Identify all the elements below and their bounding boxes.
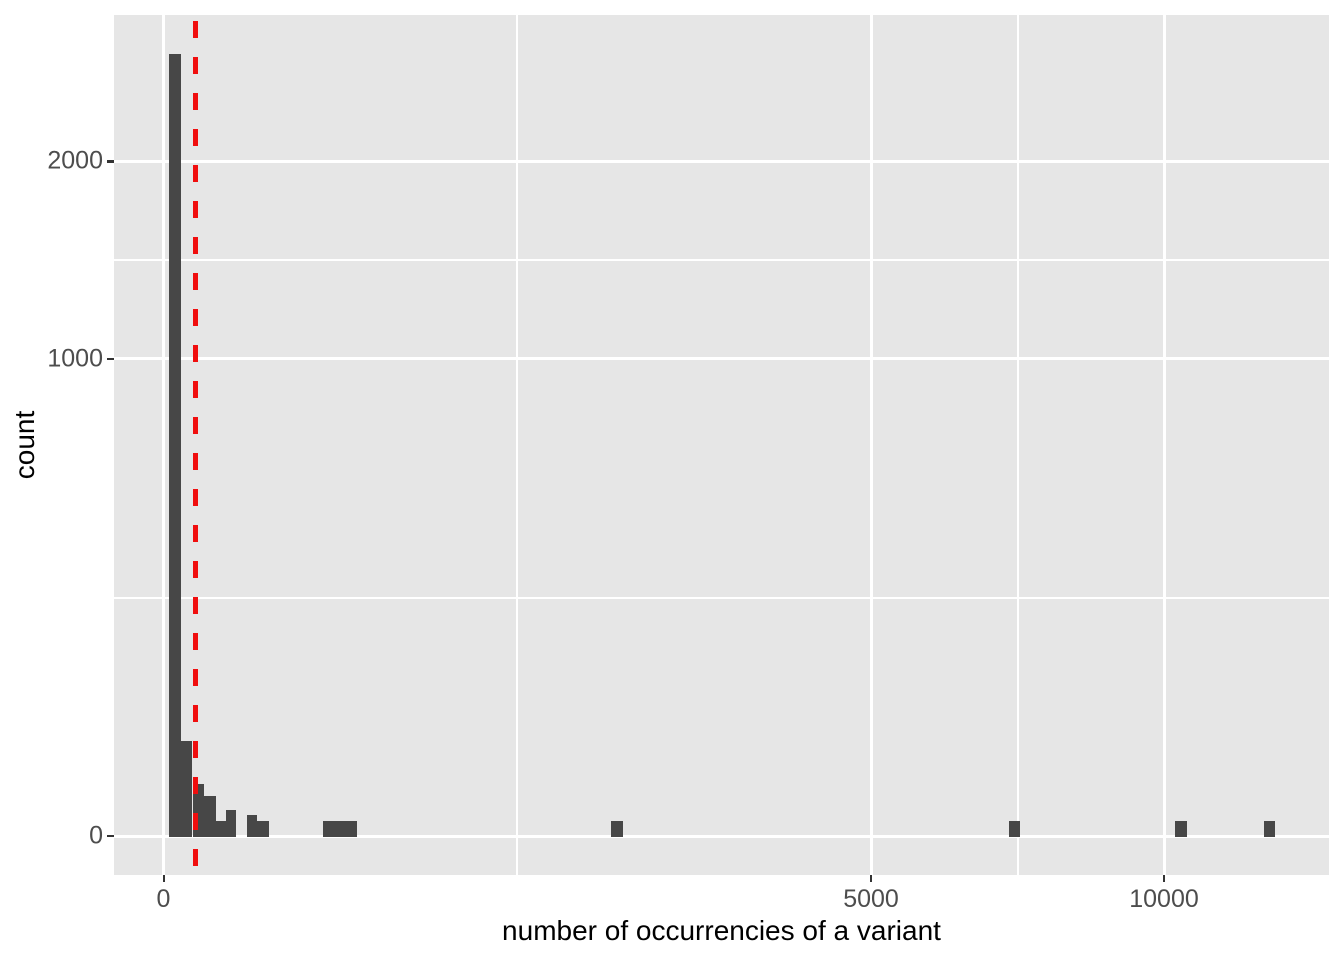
histogram-bar: [610, 820, 623, 838]
y-tick-label: 2000: [47, 146, 103, 175]
y-major-gridline: [114, 834, 1329, 838]
x-tick-mark: [162, 875, 165, 882]
x-tick-mark: [870, 875, 872, 882]
y-minor-gridline: [114, 259, 1329, 262]
histogram-bar: [247, 814, 257, 838]
y-tick-mark: [107, 834, 114, 838]
y-axis-title: count: [9, 410, 40, 480]
histogram-bar: [225, 809, 236, 838]
x-tick-label: 0: [156, 885, 171, 913]
histogram-bar: [204, 796, 216, 838]
histogram-bar: [1009, 820, 1021, 838]
x-tick-label: 5000: [843, 885, 899, 913]
y-tick-label: 0: [89, 821, 103, 850]
x-minor-gridline: [1016, 15, 1019, 875]
x-major-gridline: [162, 15, 165, 875]
histogram-bar: [215, 820, 226, 838]
y-major-gridline: [114, 159, 1329, 163]
x-minor-gridline: [516, 15, 519, 875]
y-tick-mark: [107, 160, 114, 163]
mean-reference-line: [193, 15, 198, 875]
histogram-bar: [257, 820, 269, 838]
x-major-gridline: [1162, 15, 1166, 875]
histogram-bar: [1175, 820, 1187, 838]
plot-panel: [114, 15, 1329, 875]
histogram-bar: [323, 820, 357, 838]
y-tick-label: 1000: [47, 344, 103, 373]
y-tick-mark: [107, 357, 114, 361]
histogram-bar: [192, 783, 205, 838]
x-axis-title: number of occurrencies of a variant: [502, 915, 941, 946]
histogram-bar: [180, 740, 193, 838]
y-minor-gridline: [114, 596, 1329, 599]
y-major-gridline: [114, 357, 1329, 361]
histogram-bar: [1263, 820, 1276, 838]
x-major-gridline: [869, 15, 873, 875]
x-tick-mark: [1163, 875, 1165, 882]
x-tick-label: 10000: [1129, 885, 1199, 913]
histogram-bar: [169, 53, 181, 838]
